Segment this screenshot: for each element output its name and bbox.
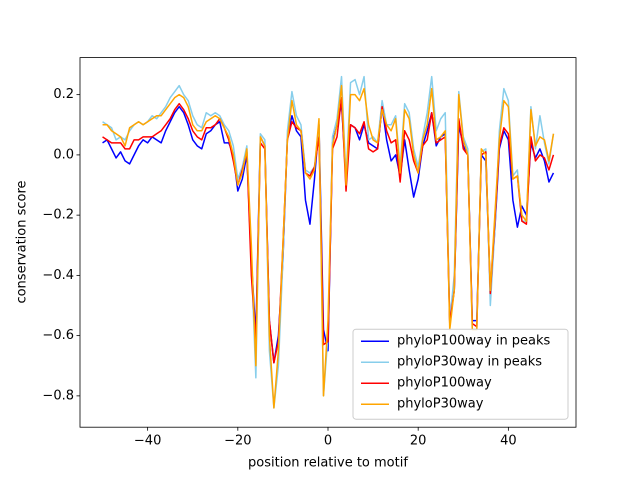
y-axis-label: conservation score — [15, 180, 30, 303]
x-tick-label: −40 — [134, 434, 161, 449]
legend-box — [352, 328, 569, 420]
x-tick-label: 20 — [410, 434, 427, 449]
y-tick-label: −0.2 — [42, 208, 74, 223]
y-tick-label: 0.2 — [53, 87, 74, 102]
y-tick-label: −0.4 — [42, 268, 74, 283]
legend-label: phyloP30way — [397, 397, 484, 412]
y-tick-label: 0.0 — [53, 147, 74, 162]
axes-frame — [79, 57, 577, 428]
x-tick-label: −20 — [224, 434, 251, 449]
legend-label: phyloP100way in peaks — [397, 334, 551, 349]
legend-label: phyloP30way in peaks — [397, 355, 542, 370]
x-tick-label: 40 — [500, 434, 517, 449]
series-line — [102, 84, 555, 409]
y-tick-label: −0.6 — [42, 328, 74, 343]
y-tick-label: −0.8 — [42, 388, 74, 403]
legend-label: phyloP100way — [397, 376, 492, 391]
x-tick-label: 0 — [324, 434, 332, 449]
x-axis-label: position relative to motif — [248, 456, 408, 471]
